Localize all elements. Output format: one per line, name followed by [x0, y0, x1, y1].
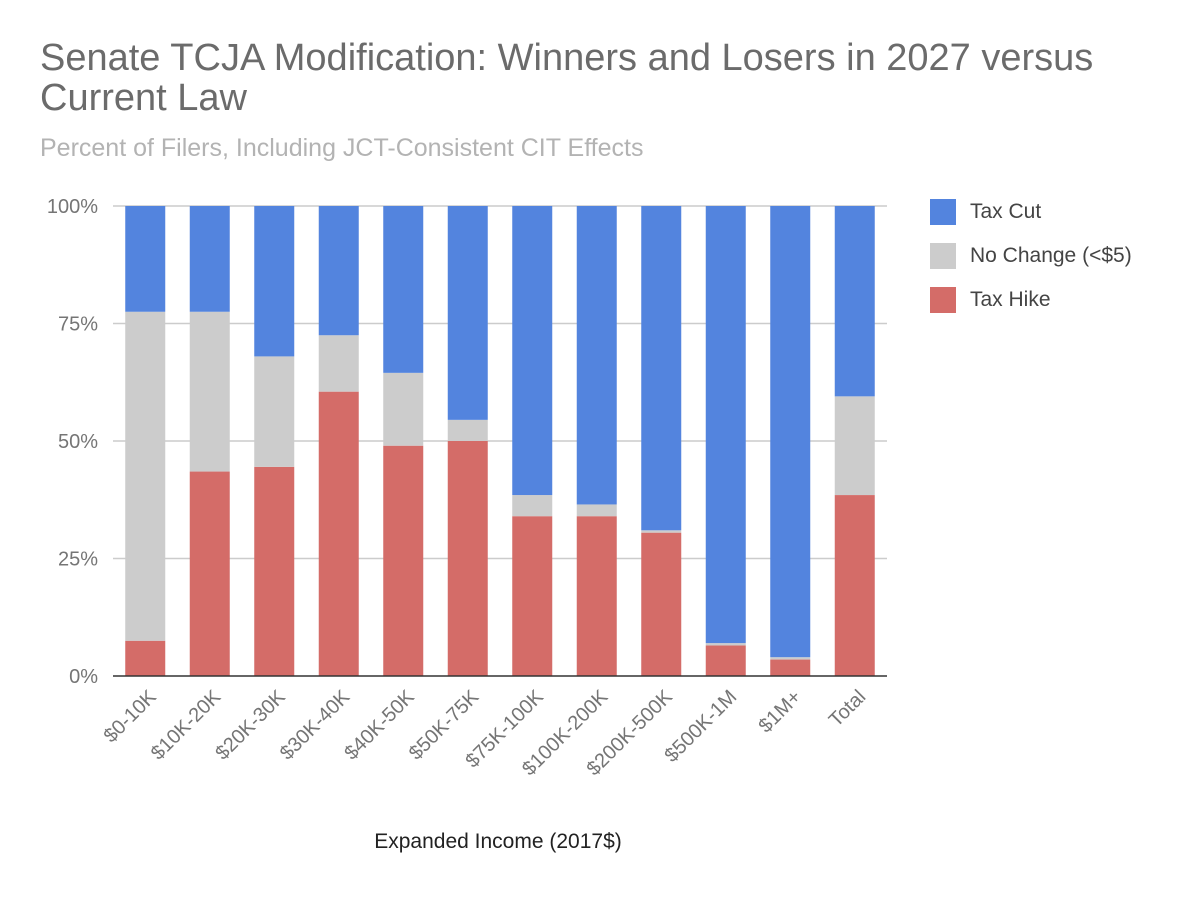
x-tick-label: $0-10K: [100, 686, 162, 748]
bar-segment-tax-cut: [641, 206, 682, 531]
bar-stack: [512, 206, 553, 676]
legend-label: Tax Cut: [970, 200, 1042, 223]
bar-segment-no-change: [447, 419, 488, 441]
bar-segment-tax-cut: [318, 206, 359, 336]
y-tick-label: 75%: [58, 314, 98, 336]
bar-segment-tax-hike: [189, 471, 230, 676]
bar-segment-tax-hike: [383, 445, 424, 676]
x-tick-label: Total: [825, 686, 870, 731]
chart-subtitle: Percent of Filers, Including JCT-Consist…: [40, 134, 644, 162]
bar-segment-tax-cut: [834, 206, 875, 397]
legend-label: No Change (<$5): [970, 244, 1132, 267]
x-axis: $0-10K$10K-20K$20K-30K$30K-40K$40K-50K$5…: [100, 675, 887, 780]
bar-segment-tax-cut: [770, 206, 811, 658]
x-axis-title: Expanded Income (2017$): [374, 830, 622, 853]
bar-stack: [383, 206, 424, 676]
x-tick-label: $1M+: [754, 686, 805, 737]
bar-segment-tax-cut: [189, 206, 230, 312]
bar-segment-no-change: [125, 311, 166, 641]
bar-stack: [641, 206, 682, 676]
legend-swatch: [930, 287, 956, 313]
bar-segment-no-change: [512, 495, 553, 517]
legend-label: Tax Hike: [970, 288, 1051, 311]
bar-segment-tax-cut: [254, 206, 295, 357]
bar-stack: [254, 206, 295, 676]
gridlines: [113, 205, 887, 560]
y-tick-label: 50%: [58, 431, 98, 453]
legend: Tax Cut No Change (<$5) Tax Hike: [930, 190, 1132, 322]
bar-segment-tax-cut: [705, 206, 746, 644]
bar-segment-no-change: [641, 530, 682, 533]
bar-segment-tax-cut: [447, 206, 488, 420]
bar-segment-no-change: [834, 396, 875, 496]
legend-item-tax-cut: Tax Cut: [930, 190, 1132, 234]
legend-swatch: [930, 243, 956, 269]
bar-segment-tax-hike: [254, 466, 295, 676]
bar-segment-tax-hike: [576, 516, 617, 676]
y-tick-label: 0%: [69, 666, 98, 688]
bars: [125, 206, 875, 676]
y-tick-label: 25%: [58, 549, 98, 571]
bar-stack: [576, 206, 617, 676]
bar-segment-tax-hike: [125, 640, 166, 676]
bar-segment-tax-cut: [512, 206, 553, 496]
bar-stack: [189, 206, 230, 676]
bar-segment-no-change: [705, 643, 746, 646]
bar-stack: [834, 206, 875, 676]
chart-title: Senate TCJA Modification: Winners and Lo…: [40, 37, 1094, 119]
bar-stack: [447, 206, 488, 676]
bar-segment-tax-cut: [576, 206, 617, 505]
bar-segment-no-change: [576, 504, 617, 517]
bar-stack: [125, 206, 166, 676]
legend-item-tax-hike: Tax Hike: [930, 278, 1132, 322]
bar-segment-tax-hike: [641, 532, 682, 676]
bar-segment-tax-hike: [770, 659, 811, 676]
bar-stack: [318, 206, 359, 676]
legend-swatch: [930, 199, 956, 225]
bar-segment-no-change: [770, 657, 811, 660]
bar-segment-tax-hike: [705, 645, 746, 676]
bar-stack: [705, 206, 746, 676]
bar-segment-tax-hike: [512, 516, 553, 676]
legend-item-no-change: No Change (<$5): [930, 234, 1132, 278]
y-tick-label: 100%: [47, 196, 98, 218]
y-axis: 0% 25% 50% 75% 100%: [47, 196, 98, 688]
bar-segment-no-change: [318, 335, 359, 392]
bar-segment-tax-hike: [318, 391, 359, 676]
bar-segment-tax-hike: [834, 495, 875, 676]
bar-segment-no-change: [189, 311, 230, 472]
bar-segment-tax-cut: [383, 206, 424, 373]
bar-stack: [770, 206, 811, 676]
bar-segment-tax-cut: [125, 206, 166, 312]
bar-segment-no-change: [383, 372, 424, 446]
bar-segment-no-change: [254, 356, 295, 467]
bar-segment-tax-hike: [447, 441, 488, 676]
